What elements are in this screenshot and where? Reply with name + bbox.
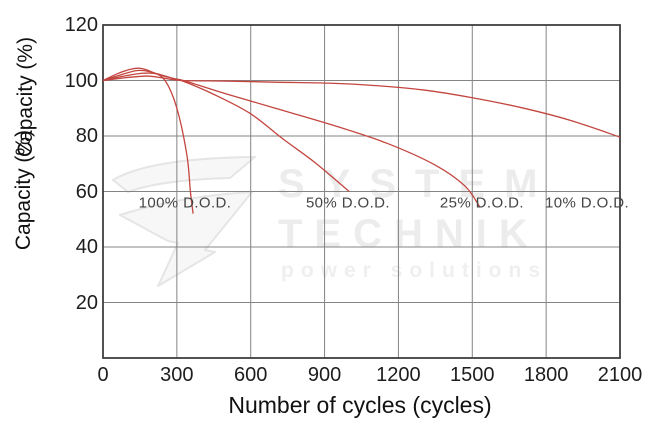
curve-25pct-dod <box>102 72 481 208</box>
y-tick-label: 120 <box>64 14 98 36</box>
watermark-text-power-solutions: power solutions <box>281 259 548 282</box>
x-tick-label: 1500 <box>450 364 495 386</box>
x-tick-label: 900 <box>307 364 342 386</box>
plot-frame <box>102 24 621 359</box>
x-tick-label: 1800 <box>523 364 569 386</box>
y-axis-title-duplicate: Capacity (%) <box>14 36 37 158</box>
x-axis-title: Number of cycles (cycles) <box>228 392 492 418</box>
x-tick-label: 1200 <box>376 364 421 386</box>
curve-10pct-dod <box>102 75 621 138</box>
watermark-text-system: SYSTEM <box>278 162 557 206</box>
x-tick-label: 600 <box>234 364 268 386</box>
curve-label-50pct-dod: 50% D.O.D. <box>305 194 390 212</box>
watermark-text-technik: TECHNIK <box>278 212 540 256</box>
y-tick-label: 20 <box>75 291 98 314</box>
x-tick-label: 2100 <box>597 364 643 386</box>
y-tick-label: 80 <box>75 125 98 147</box>
curve-label-25pct-dod: 25% D.O.D. <box>439 194 524 212</box>
curve-label-10pct-dod: 10% D.O.D. <box>544 194 630 212</box>
y-tick-label: 60 <box>75 180 98 203</box>
curve-label-100pct-dod: 100% D.O.D. <box>138 194 232 212</box>
curve-50pct-dod <box>102 69 350 192</box>
y-tick-label: 40 <box>75 236 98 258</box>
y-tick-label: 100 <box>64 69 98 92</box>
x-tick-label: 300 <box>160 364 194 386</box>
x-tick-label: 0 <box>97 364 109 386</box>
